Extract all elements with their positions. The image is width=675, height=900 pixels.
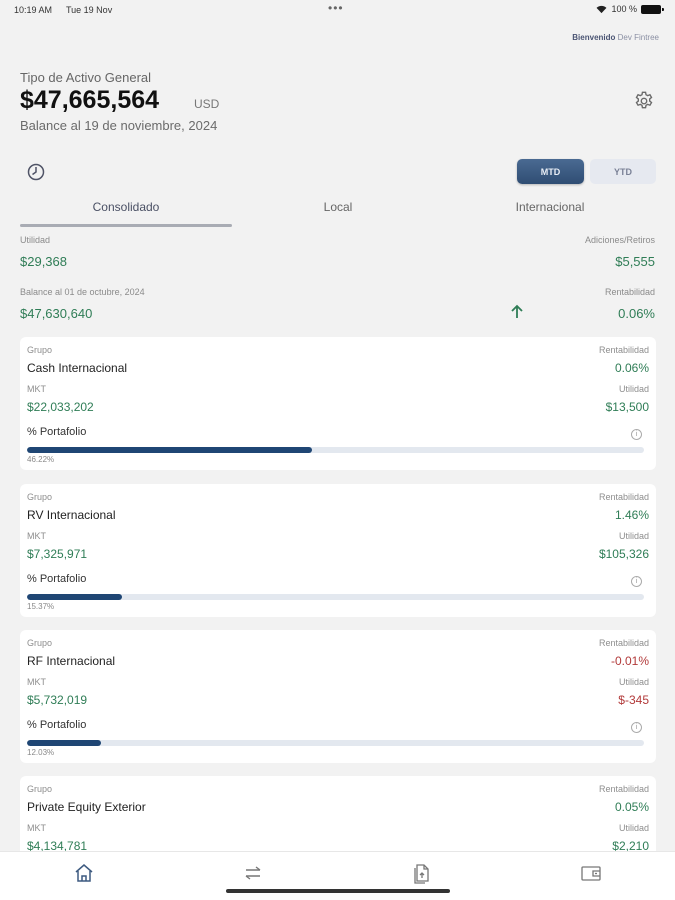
group-name: Cash Internacional [27,361,128,375]
info-icon[interactable]: i [631,576,642,587]
group-mkt: $4,134,781 [27,839,88,853]
tab-local[interactable]: Local [323,200,353,214]
group-utilidad: $13,500 [605,400,649,414]
currency-label: USD [194,97,220,111]
adiciones-label: Adiciones/Retiros [584,235,655,245]
portafolio-label: % Portafolio [27,573,87,585]
tab-bar: Consolidado Local Internacional [20,200,656,228]
utilidad-label: Utilidad [20,235,51,245]
history-icon[interactable] [26,162,46,182]
grupo-label: Grupo [27,492,53,502]
gear-icon[interactable] [633,90,655,112]
status-time: 10:19 AM [14,5,53,15]
group-card[interactable]: Grupo Rentabilidad Cash Internacional 0.… [20,337,656,470]
portafolio-progress-fill [27,447,313,453]
group-rentabilidad: 1.46% [614,508,649,522]
status-right: 100 % [596,4,664,14]
group-rentabilidad: 0.06% [614,361,649,375]
portafolio-progress [27,740,644,746]
group-name: RV Internacional [27,508,116,522]
group-mkt: $5,732,019 [27,693,88,707]
balance-prev-label: Balance al 01 de octubre, 2024 [20,287,145,297]
asset-type-label: Tipo de Activo General [20,70,152,85]
welcome-prefix: Bienvenido [572,33,616,42]
wifi-icon [597,5,607,13]
grupo-label: Grupo [27,638,53,648]
mkt-label: MKT [27,677,46,687]
mkt-label: MKT [27,823,46,833]
grupo-label: Grupo [27,784,53,794]
utilidad-label: Utilidad [618,531,649,541]
info-icon[interactable]: i [631,722,642,733]
rentabilidad-value: 0.06% [618,306,655,321]
tab-consolidado[interactable]: Consolidado [92,200,160,214]
rentabilidad-label: Rentabilidad [598,345,649,355]
welcome-text: Bienvenido Dev Fintree [572,33,659,42]
transfer-icon[interactable] [242,862,264,884]
mkt-label: MKT [27,531,46,541]
status-bar: 10:19 AM Tue 19 Nov ••• 100 % [0,0,675,20]
portafolio-label: % Portafolio [27,426,87,438]
group-rentabilidad: -0.01% [610,654,649,668]
balance-date: Balance al 19 de noviembre, 2024 [20,118,218,133]
tab-internacional[interactable]: Internacional [515,200,585,214]
wallet-icon[interactable] [580,862,602,884]
welcome-user: Dev Fintree [617,33,659,42]
group-card[interactable]: Grupo Rentabilidad RF Internacional -0.0… [20,630,656,763]
utilidad-value: $29,368 [20,254,67,269]
portafolio-progress [27,594,644,600]
utilidad-label: Utilidad [618,384,649,394]
group-utilidad: $2,210 [612,839,649,853]
home-indicator[interactable] [226,889,450,893]
rentabilidad-label: Rentabilidad [598,492,649,502]
portafolio-percent: 15.37% [27,602,55,611]
group-utilidad: $105,326 [598,547,649,561]
group-name: Private Equity Exterior [27,800,146,814]
group-mkt: $22,033,202 [27,400,94,414]
adiciones-value: $5,555 [615,254,655,269]
home-icon[interactable] [73,862,95,884]
portafolio-percent: 46.22% [27,455,55,464]
document-icon[interactable] [411,862,433,884]
rentabilidad-label: Rentabilidad [598,784,649,794]
trend-up-arrow-icon [511,304,523,318]
group-utilidad: $-345 [618,693,649,707]
portafolio-progress-fill [27,740,102,746]
battery-icon [641,4,664,14]
utilidad-label: Utilidad [618,677,649,687]
total-balance: $47,665,564 [20,86,160,114]
active-tab-indicator [20,224,232,227]
portafolio-progress [27,447,644,453]
portafolio-label: % Portafolio [27,719,87,731]
multitasking-dots[interactable]: ••• [328,1,344,15]
group-name: RF Internacional [27,654,116,668]
portafolio-progress-fill [27,594,122,600]
rentabilidad-label: Rentabilidad [604,287,655,297]
info-icon[interactable]: i [631,429,642,440]
battery-percent: 100 % [611,4,637,14]
status-date: Tue 19 Nov [66,5,113,15]
portafolio-percent: 12.03% [27,748,55,757]
utilidad-label: Utilidad [618,823,649,833]
group-mkt: $7,325,971 [27,547,88,561]
group-rentabilidad: 0.05% [614,800,649,814]
grupo-label: Grupo [27,345,53,355]
mtd-toggle[interactable]: MTD [517,159,584,184]
ytd-toggle[interactable]: YTD [590,159,656,184]
rentabilidad-label: Rentabilidad [598,638,649,648]
group-card[interactable]: Grupo Rentabilidad RV Internacional 1.46… [20,484,656,617]
mkt-label: MKT [27,384,46,394]
balance-prev-value: $47,630,640 [20,306,93,321]
